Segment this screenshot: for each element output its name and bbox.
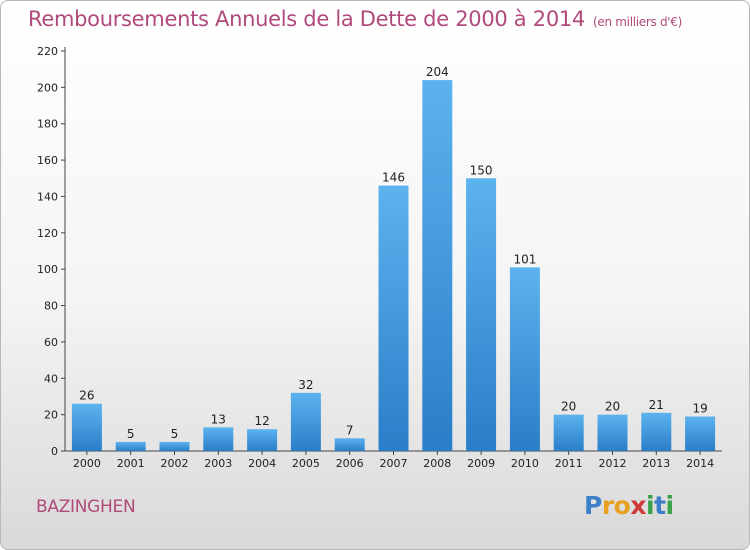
y-tick-label: 220 bbox=[37, 45, 58, 58]
logo-letter: o bbox=[613, 491, 631, 520]
logo-letter: i bbox=[646, 491, 655, 520]
x-tick-label: 2006 bbox=[336, 457, 364, 470]
x-tick-label: 2002 bbox=[161, 457, 189, 470]
y-tick-label: 40 bbox=[44, 372, 58, 385]
x-tick-label: 2004 bbox=[248, 457, 276, 470]
bar bbox=[422, 80, 453, 451]
bar-value-label: 150 bbox=[470, 163, 493, 177]
bar-value-label: 101 bbox=[513, 252, 536, 266]
bar bbox=[71, 403, 102, 451]
bar-value-label: 26 bbox=[79, 389, 94, 403]
x-tick-label: 2009 bbox=[467, 457, 495, 470]
bar-value-label: 32 bbox=[298, 378, 313, 392]
x-tick-label: 2000 bbox=[73, 457, 101, 470]
bar bbox=[597, 414, 628, 451]
y-tick-label: 200 bbox=[37, 81, 58, 94]
x-tick-label: 2012 bbox=[599, 457, 627, 470]
bar bbox=[115, 441, 146, 451]
bar bbox=[334, 438, 365, 451]
logo-letter: P bbox=[584, 491, 602, 520]
x-tick-label: 2010 bbox=[511, 457, 539, 470]
proxiti-logo: Proxiti bbox=[584, 491, 674, 520]
logo-letter: x bbox=[630, 491, 646, 520]
bar-value-label: 5 bbox=[171, 427, 179, 441]
y-tick-label: 60 bbox=[44, 336, 58, 349]
bar bbox=[509, 267, 540, 451]
bar bbox=[159, 441, 190, 451]
x-tick-label: 2011 bbox=[555, 457, 583, 470]
bar-value-label: 21 bbox=[649, 398, 664, 412]
x-tick-label: 2005 bbox=[292, 457, 320, 470]
bar-value-label: 20 bbox=[605, 400, 620, 414]
bar-value-label: 146 bbox=[382, 171, 405, 185]
logo-letter: i bbox=[665, 491, 675, 520]
bar bbox=[466, 178, 497, 452]
y-tick-label: 100 bbox=[37, 263, 58, 276]
bar bbox=[685, 416, 716, 451]
logo-letter: r bbox=[601, 491, 614, 520]
y-tick-label: 20 bbox=[44, 409, 58, 422]
bar bbox=[247, 429, 278, 451]
bar-value-label: 204 bbox=[426, 65, 449, 79]
y-tick-label: 160 bbox=[37, 154, 58, 167]
logo-letter: t bbox=[654, 491, 666, 520]
bar bbox=[378, 185, 409, 451]
y-tick-label: 80 bbox=[44, 300, 58, 313]
bar-value-label: 20 bbox=[561, 400, 576, 414]
x-tick-label: 2013 bbox=[642, 457, 670, 470]
y-tick-label: 140 bbox=[37, 190, 58, 203]
bar bbox=[290, 392, 321, 451]
x-tick-label: 2007 bbox=[380, 457, 408, 470]
bar bbox=[203, 427, 234, 451]
chart-title-text: Remboursements Annuels de la Dette de 20… bbox=[28, 7, 585, 31]
y-tick-label: 180 bbox=[37, 118, 58, 131]
bar-value-label: 13 bbox=[211, 412, 226, 426]
y-tick-label: 0 bbox=[51, 445, 58, 458]
bar bbox=[553, 414, 584, 451]
y-tick-label: 120 bbox=[37, 227, 58, 240]
town-name: BAZINGHEN bbox=[36, 497, 136, 517]
x-tick-label: 2014 bbox=[686, 457, 714, 470]
x-tick-label: 2001 bbox=[117, 457, 145, 470]
bar-value-label: 7 bbox=[346, 423, 354, 437]
x-tick-label: 2003 bbox=[204, 457, 232, 470]
bar-value-label: 19 bbox=[692, 401, 707, 415]
chart-title: Remboursements Annuels de la Dette de 20… bbox=[28, 7, 682, 31]
bar-value-label: 5 bbox=[127, 427, 135, 441]
bar-value-label: 12 bbox=[254, 414, 269, 428]
chart-subtitle: (en milliers d'€) bbox=[593, 15, 683, 29]
bar bbox=[641, 412, 672, 451]
x-tick-label: 2008 bbox=[423, 457, 451, 470]
